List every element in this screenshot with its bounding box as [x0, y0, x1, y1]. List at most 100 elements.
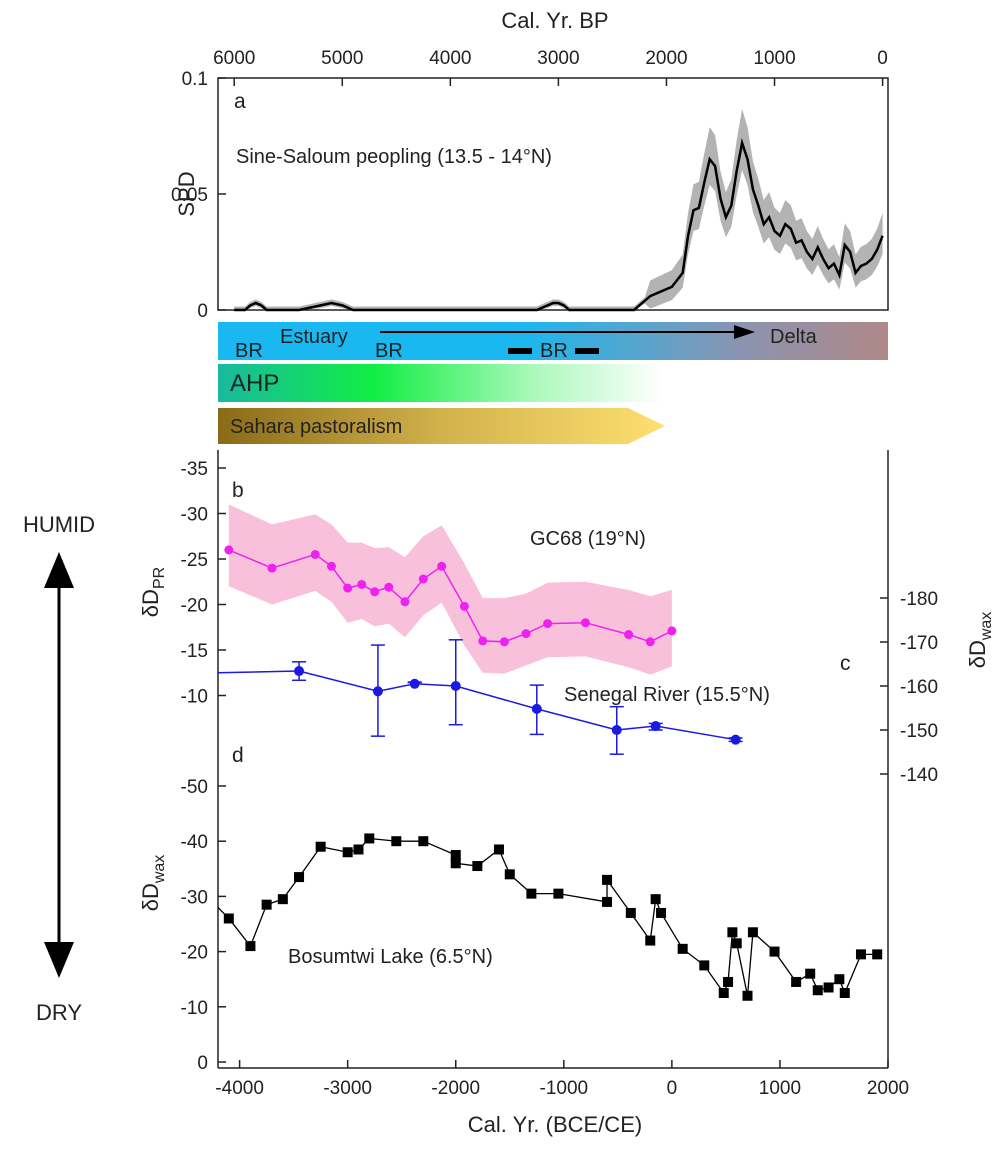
br-bar-left	[508, 348, 532, 354]
gc68-point	[580, 618, 590, 628]
senegal-point	[294, 666, 305, 677]
gc68-point	[326, 561, 336, 571]
top-tick-label: 2000	[645, 48, 687, 69]
panel-a-letter: a	[234, 90, 246, 113]
panel-d-letter: d	[232, 744, 244, 767]
panel-d-plot	[217, 833, 883, 1001]
panel-c-y-tick-label: -140	[900, 765, 938, 786]
panel-b-letter: b	[232, 479, 244, 502]
panel-a-y-tick-label: 0.05	[171, 185, 208, 206]
gc68-point	[384, 582, 394, 592]
top-axis-label: Cal. Yr. BP	[501, 8, 608, 33]
panel-a-y-tick-label: 0	[197, 301, 208, 322]
panel-b-title: GC68 (19°N)	[530, 528, 646, 550]
bosumtwi-point	[315, 841, 326, 852]
humid-label: HUMID	[23, 512, 95, 537]
panel-b-yticks: -35 -30 -25 -20 -15 -10	[181, 459, 226, 708]
estuary-delta-band	[218, 322, 888, 360]
panel-a-yticks: 0 0.05 0.1	[171, 69, 226, 322]
senegal-point	[650, 721, 661, 732]
pastoralism-label: Sahara pastoralism	[230, 416, 402, 438]
gc68-line	[228, 549, 673, 643]
bosumtwi-point	[261, 899, 272, 910]
bosumtwi-point	[472, 861, 483, 872]
dry-arrow-head	[44, 942, 74, 978]
dry-label: DRY	[36, 1000, 82, 1025]
top-tick-label: 1000	[753, 48, 795, 69]
panel-a-y-tick-label: 0.1	[182, 69, 208, 90]
bosumtwi-point	[526, 888, 537, 899]
delta-label: Delta	[770, 326, 818, 348]
spd-line	[234, 138, 884, 312]
panel-c-ylabel-sub: wax	[978, 612, 995, 641]
panel-a-plot	[234, 108, 884, 312]
bosumtwi-point	[493, 844, 504, 855]
bottom-tick-label: -3000	[323, 1078, 372, 1099]
estuary-label: Estuary	[280, 326, 348, 348]
panel-c-y-tick-label: -160	[900, 677, 938, 698]
bosumtwi-point	[872, 949, 883, 960]
panel-b-y-tick-label: -25	[181, 550, 208, 571]
gc68-point	[310, 549, 320, 559]
panel-d-ylabel: δDwax	[138, 855, 168, 912]
bottom-tick-label: 2000	[867, 1078, 909, 1099]
panel-d-y-tick-label: -40	[181, 832, 208, 853]
panel-c-letter: c	[840, 652, 851, 675]
gc68-point	[357, 579, 367, 589]
bosumtwi-point	[418, 836, 429, 847]
bosumtwi-line	[217, 837, 878, 996]
bosumtwi-point	[805, 968, 816, 979]
bosumtwi-point	[450, 850, 461, 860]
panel-c-y-tick-label: -150	[900, 721, 938, 742]
panel-b-y-tick-label: -35	[181, 459, 208, 480]
bosumtwi-point	[839, 988, 850, 998]
bosumtwi-point	[650, 894, 661, 905]
gc68-point	[400, 597, 410, 607]
bosumtwi-point	[699, 960, 710, 971]
senegal-point	[372, 686, 383, 697]
panel-d-y-tick-label: -50	[181, 777, 208, 798]
bottom-tick-label: 1000	[759, 1078, 801, 1099]
gc68-point	[418, 574, 428, 584]
gc68-point	[499, 637, 509, 647]
panel-d-ylabel-main: δD	[138, 883, 163, 911]
panel-d-title: Bosumtwi Lake (6.5°N)	[288, 946, 493, 968]
spd-envelope	[234, 108, 883, 310]
panel-d-yticks: -50 -40 -30 -20 -10 0	[181, 777, 226, 1074]
panel-b-y-tick-label: -10	[181, 687, 208, 708]
bottom-tick-label: -4000	[215, 1078, 264, 1099]
bosumtwi-point	[656, 907, 667, 918]
bosumtwi-point	[747, 927, 758, 938]
senegal-point	[531, 703, 542, 714]
bottom-tick-label: -2000	[431, 1078, 480, 1099]
panel-b-ylabel: δDPR	[138, 567, 168, 617]
panel-a-ylabel: SPD	[174, 171, 199, 216]
gc68-band	[228, 504, 672, 675]
gc68-point	[343, 583, 353, 593]
senegal-point	[450, 681, 461, 691]
gc68-point	[224, 545, 234, 555]
bosumtwi-point	[602, 874, 613, 885]
panel-d-y-tick-label: -30	[181, 887, 208, 908]
senegal-point	[409, 678, 420, 689]
bosumtwi-point	[364, 833, 375, 844]
bosumtwi-point	[834, 974, 845, 985]
bottom-tick-label: 0	[667, 1078, 678, 1099]
gc68-point	[370, 587, 380, 597]
panel-c-y-tick-label: -170	[900, 633, 938, 654]
panel-c-title: Senegal River (15.5°N)	[564, 684, 770, 706]
bosumtwi-point	[450, 858, 461, 869]
gc68-point	[667, 626, 677, 636]
panel-c-ylabel-main: δD	[965, 640, 990, 668]
bosumtwi-point	[812, 985, 823, 996]
bosumtwi-point	[294, 872, 305, 883]
panel-b-ylabel-main: δD	[138, 589, 163, 617]
gc68-point	[624, 630, 634, 640]
arrow-head	[734, 325, 755, 339]
panel-d-y-tick-label: -10	[181, 998, 208, 1019]
bosumtwi-point	[245, 941, 256, 952]
panel-c-yticks: -180 -170 -160 -150 -140	[880, 589, 938, 786]
bosumtwi-point	[677, 943, 688, 954]
panel-b-y-tick-label: -30	[181, 505, 208, 526]
